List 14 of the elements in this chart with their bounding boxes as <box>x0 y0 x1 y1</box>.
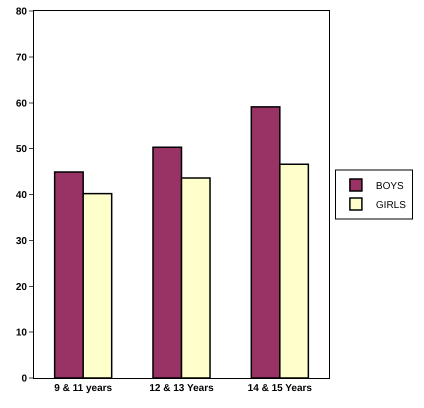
x-tick-label: 14 & 15 Years <box>248 383 312 394</box>
y-tick-label: 30 <box>16 236 28 247</box>
y-tick-label: 60 <box>16 98 28 110</box>
x-tick-label: 12 & 13 Years <box>149 383 214 394</box>
x-tick-label: 9 & 11 years <box>54 383 113 394</box>
legend-label: GIRLS <box>376 200 406 211</box>
y-tick-label: 20 <box>16 282 28 293</box>
y-tick-label: 0 <box>21 374 28 384</box>
legend-label: BOYS <box>376 180 404 192</box>
y-tick-label: 70 <box>16 52 28 64</box>
y-tick-label: 40 <box>16 190 28 201</box>
y-tick-label: 80 <box>16 6 28 18</box>
y-tick-label: 50 <box>16 144 28 156</box>
y-tick-label: 10 <box>16 328 28 339</box>
